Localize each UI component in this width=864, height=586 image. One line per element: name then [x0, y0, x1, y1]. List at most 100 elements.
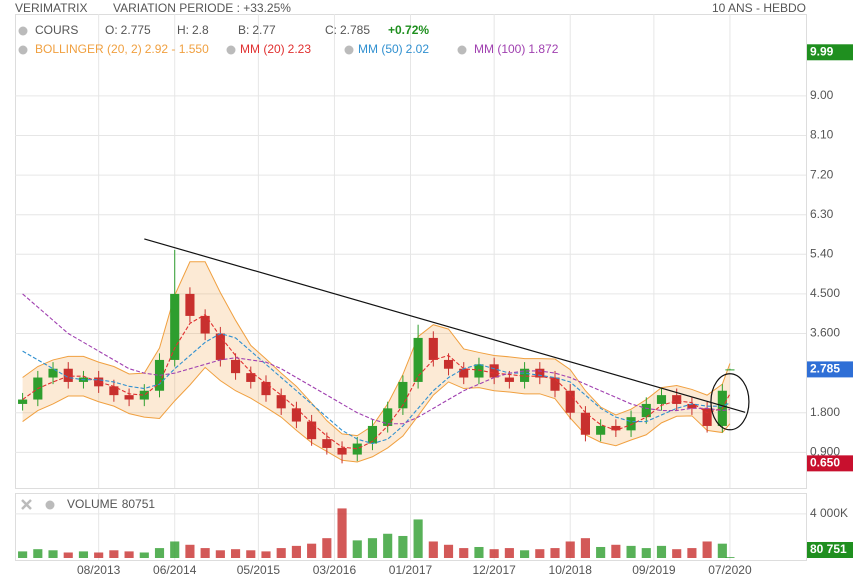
candle-body	[154, 359, 165, 391]
candle-body	[18, 399, 28, 404]
candle-body	[702, 408, 712, 426]
volume-bar	[124, 551, 134, 558]
candle-body	[687, 403, 697, 409]
moving-average	[22, 313, 731, 450]
candle-body	[398, 381, 408, 409]
close-icon[interactable]	[21, 499, 32, 510]
volume-bar	[261, 551, 271, 558]
gear-icon[interactable]	[18, 26, 28, 36]
x-tick-label: 07/2020	[708, 563, 752, 577]
volume-bar	[352, 540, 362, 558]
grid	[15, 14, 806, 560]
candle-body	[185, 293, 195, 316]
volume-bar	[94, 552, 104, 558]
chart-title: VERIMATRIX	[15, 1, 87, 15]
price-marker-box	[807, 44, 853, 61]
volume-bar	[154, 548, 165, 558]
candle-body	[63, 368, 73, 382]
volume-bar	[291, 545, 301, 558]
bollinger-fill	[22, 261, 730, 463]
y-tick-label: 4.500	[810, 286, 840, 300]
volume-bar	[139, 552, 149, 558]
legend-bollinger: BOLLINGER (20, 2) 2.92 - 1.550	[35, 42, 209, 56]
volume-bar	[459, 548, 469, 558]
marks	[18, 238, 750, 558]
candle-body	[626, 417, 636, 431]
candle-body	[215, 333, 225, 360]
volume-bar	[246, 550, 256, 558]
volume-bar	[687, 548, 697, 558]
volume-bar	[717, 543, 727, 558]
volume-bar	[725, 557, 735, 558]
volume-bar	[307, 543, 317, 558]
volume-bar	[48, 550, 58, 558]
trend-line	[144, 238, 746, 413]
candle-body	[504, 377, 514, 382]
volume-bar	[276, 548, 286, 558]
subtitle: VARIATION PERIODE : +33.25%	[113, 1, 291, 15]
change: +0.72%	[388, 23, 429, 37]
candle-body	[246, 373, 256, 382]
gear-icons	[18, 26, 467, 510]
price-marker-box	[807, 455, 853, 472]
candle-body	[596, 425, 606, 435]
candle-body	[231, 359, 241, 374]
candle-body	[413, 337, 423, 382]
x-tick-label: 05/2015	[237, 563, 281, 577]
candle-body	[291, 408, 301, 422]
candle-body	[459, 368, 469, 378]
x-tick-label: 06/2014	[153, 563, 197, 577]
x-tick-label: 08/2013	[77, 563, 121, 577]
volume-bar	[398, 535, 408, 558]
candle-body	[261, 381, 271, 396]
price-marker-label: 9.99	[810, 44, 834, 58]
candle-body	[565, 390, 575, 413]
x-tick-label: 09/2019	[632, 563, 676, 577]
volume-bar	[474, 546, 484, 558]
gear-icon[interactable]	[457, 45, 467, 55]
candle-body	[520, 368, 530, 382]
gear-icon[interactable]	[226, 45, 236, 55]
gear-icon[interactable]	[344, 45, 354, 55]
x-tick-label: 01/2017	[389, 563, 433, 577]
volume-bar	[672, 549, 682, 558]
candle-body	[535, 368, 545, 378]
legend-mm100: MM (100) 1.872	[474, 42, 559, 56]
volume-bar	[443, 544, 454, 558]
candle-body	[367, 425, 378, 444]
candle-body	[337, 447, 347, 455]
y-tick-label: 3.600	[810, 326, 840, 340]
volume-bar	[611, 544, 621, 558]
volume-bar	[18, 551, 28, 558]
period: 10 ANS - HEBDO	[712, 1, 806, 15]
volume-bar	[200, 548, 210, 558]
volume-bar	[185, 544, 195, 558]
volume-bar	[78, 551, 89, 558]
candle-body	[656, 395, 667, 404]
gear-icon[interactable]	[18, 45, 28, 55]
volume-bar	[520, 550, 530, 558]
candle-body	[580, 412, 590, 435]
candle-body	[124, 395, 134, 400]
gear-icon[interactable]	[45, 500, 55, 510]
volume-bar	[596, 546, 606, 558]
volume-bar	[383, 533, 393, 558]
candle-body	[383, 408, 393, 426]
candle-body	[672, 395, 682, 404]
candle-body	[641, 403, 651, 418]
candle-body	[489, 364, 499, 378]
volume-bar	[489, 549, 499, 558]
price-marker-label: 2.785	[810, 362, 840, 376]
volume-marker-label: 80 751	[810, 542, 847, 556]
candle-body	[48, 368, 58, 378]
bollinger-lower	[22, 366, 731, 463]
volume-bar	[428, 541, 438, 558]
highlight-circle	[710, 373, 750, 431]
ohlc-low: B: 2.77	[238, 23, 276, 37]
candle-body	[322, 439, 332, 448]
candle-body	[94, 377, 104, 387]
volume-bar	[109, 550, 119, 558]
volume-bar	[565, 541, 575, 558]
legend-mm50: MM (50) 2.02	[358, 42, 429, 56]
volume-bar	[231, 549, 241, 558]
